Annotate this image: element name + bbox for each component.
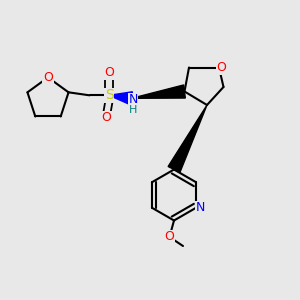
Text: H: H — [129, 105, 137, 115]
Polygon shape — [131, 85, 185, 98]
Text: O: O — [104, 66, 114, 79]
Text: N: N — [128, 93, 138, 106]
Polygon shape — [109, 92, 132, 105]
Text: O: O — [165, 230, 174, 244]
Text: N: N — [196, 201, 205, 214]
Text: O: O — [101, 111, 111, 124]
Polygon shape — [168, 105, 207, 172]
Text: O: O — [217, 61, 226, 74]
Text: S: S — [105, 88, 113, 102]
Text: O: O — [43, 71, 53, 84]
